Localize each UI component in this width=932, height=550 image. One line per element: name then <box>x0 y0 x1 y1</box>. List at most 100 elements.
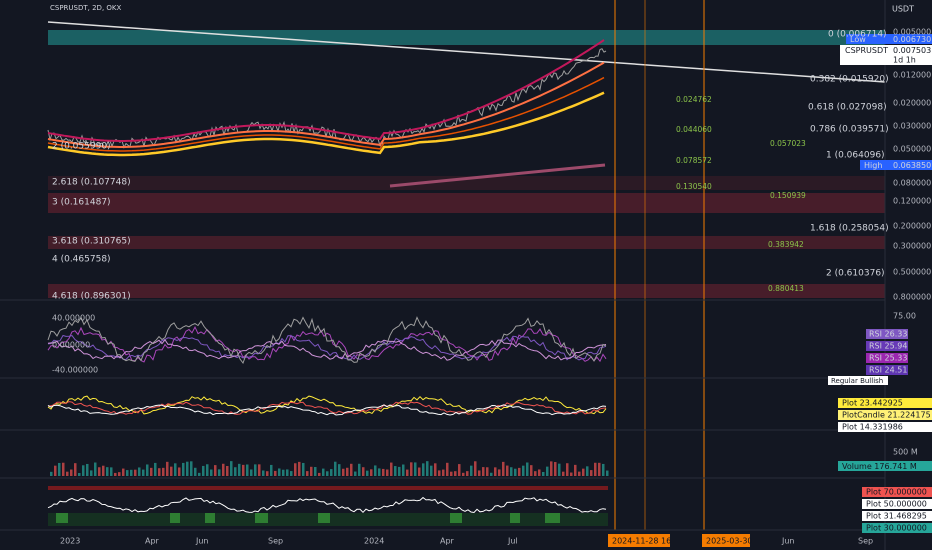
volume-bar <box>162 467 165 476</box>
signal-tag: Regular Bullish <box>831 377 883 385</box>
volume-bar <box>290 471 293 476</box>
volume-bar <box>282 469 285 476</box>
volume-bar <box>354 471 357 476</box>
volume-bar <box>306 471 309 476</box>
low-label: Low <box>850 35 866 44</box>
fib-zone <box>48 284 885 298</box>
volume-bar <box>394 466 397 476</box>
volume-bar <box>490 472 493 476</box>
volume-bar <box>410 462 413 476</box>
price-axis-label: 0.030000 <box>893 122 931 131</box>
tag-bg <box>866 353 908 363</box>
volume-bar <box>242 464 245 476</box>
price-axis-label: 0.300000 <box>893 242 931 251</box>
fib-label: 0.618 (0.027098) <box>808 103 887 113</box>
tag-bg <box>866 329 908 339</box>
time-axis-label: Jun <box>195 537 209 546</box>
volume-bar <box>338 464 341 476</box>
volume-bar <box>78 472 81 476</box>
volume-bar <box>366 470 369 476</box>
fib-label: 1.618 (0.258054) <box>810 224 889 234</box>
volume-bar <box>302 462 305 476</box>
volume-bar <box>54 465 57 476</box>
fib-zone <box>48 193 885 213</box>
volume-bar <box>186 461 189 476</box>
volume-bar <box>266 471 269 476</box>
price-axis-label: 0.200000 <box>893 222 931 231</box>
volume-bar <box>506 465 509 476</box>
volume-bar <box>326 471 329 476</box>
tag-bg <box>828 376 888 385</box>
volume-bar <box>226 465 229 476</box>
volume-bar <box>342 468 345 476</box>
volume-bar <box>546 466 549 476</box>
osc-tag: Plot 70.000000 <box>866 488 927 497</box>
volume-bar <box>58 462 61 476</box>
volume-bar <box>362 467 365 476</box>
osc-highlight <box>170 513 180 523</box>
indicator-line <box>47 316 607 365</box>
moving-average <box>47 61 605 148</box>
volume-bar <box>206 464 209 476</box>
indicator-line <box>47 404 607 416</box>
volume-bar <box>234 467 237 476</box>
volume-bar <box>94 462 97 476</box>
time-axis-label: Jul <box>507 537 518 546</box>
projection-label: 0.130540 <box>676 182 712 191</box>
rsi-tag: RSI 25.94 <box>869 342 907 351</box>
volume-bar <box>414 462 417 476</box>
fib-label: 2 (0.610376) <box>826 269 885 279</box>
indicator-line <box>47 496 607 514</box>
rsi-axis-label: 40.000000 <box>52 314 95 323</box>
volume-bar <box>530 465 533 476</box>
volume-bar <box>50 471 53 476</box>
currency[interactable]: USDT <box>892 5 914 14</box>
volume-bar <box>334 461 337 476</box>
tag-bg <box>846 34 932 44</box>
volume-bar <box>82 465 85 476</box>
volume-bar <box>286 469 289 476</box>
volume-bar <box>534 471 537 476</box>
volume-bar <box>386 469 389 476</box>
volume-bar <box>102 465 105 476</box>
volume-bar <box>146 464 149 476</box>
volume-bar <box>450 471 453 476</box>
volume-bar <box>318 472 321 476</box>
volume-bar <box>442 469 445 476</box>
volume-bar <box>502 461 505 476</box>
volume-bar <box>158 468 161 476</box>
projection-label: 0.044060 <box>676 125 712 134</box>
volume-bar <box>62 462 65 476</box>
volume-bar <box>274 470 277 476</box>
volume-bar <box>418 467 421 476</box>
plot-tag: PlotCandle 21.224175 <box>842 411 931 420</box>
volume-bar <box>218 469 221 476</box>
time-axis-label: Apr <box>440 537 455 546</box>
osc-highlight <box>510 513 520 523</box>
volume-bar <box>110 467 113 476</box>
fib-label: 1 (0.064096) <box>826 151 885 161</box>
volume-bar <box>542 471 545 476</box>
volume-bar <box>74 463 77 476</box>
time-axis-label: 2023 <box>60 537 80 546</box>
volume-bar <box>378 468 381 476</box>
volume-bar <box>574 464 577 476</box>
volume-bar <box>482 467 485 476</box>
volume-bar <box>438 470 441 476</box>
rsi-axis-label: -40.000000 <box>52 366 98 375</box>
tag-bg <box>866 341 908 351</box>
volume-bar <box>558 463 561 476</box>
volume-bar <box>114 472 117 476</box>
volume-bar <box>554 462 557 476</box>
tag-bg <box>608 534 670 547</box>
volume-bar <box>494 467 497 476</box>
volume-bar <box>250 469 253 476</box>
volume-axis: 500 M <box>893 448 918 457</box>
osc-band <box>48 486 608 490</box>
volume-bar <box>278 468 281 476</box>
last-price: 0.007503 <box>893 46 931 55</box>
projection-label: 0.024762 <box>676 95 712 104</box>
fib-label: 3.618 (0.310765) <box>52 237 131 247</box>
symbol-title: CSPRUSDT, 2D, OKX <box>50 4 121 12</box>
volume-bar <box>406 469 409 476</box>
